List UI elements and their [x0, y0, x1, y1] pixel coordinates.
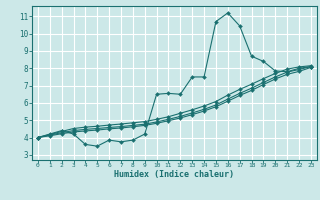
X-axis label: Humidex (Indice chaleur): Humidex (Indice chaleur) [115, 170, 234, 179]
